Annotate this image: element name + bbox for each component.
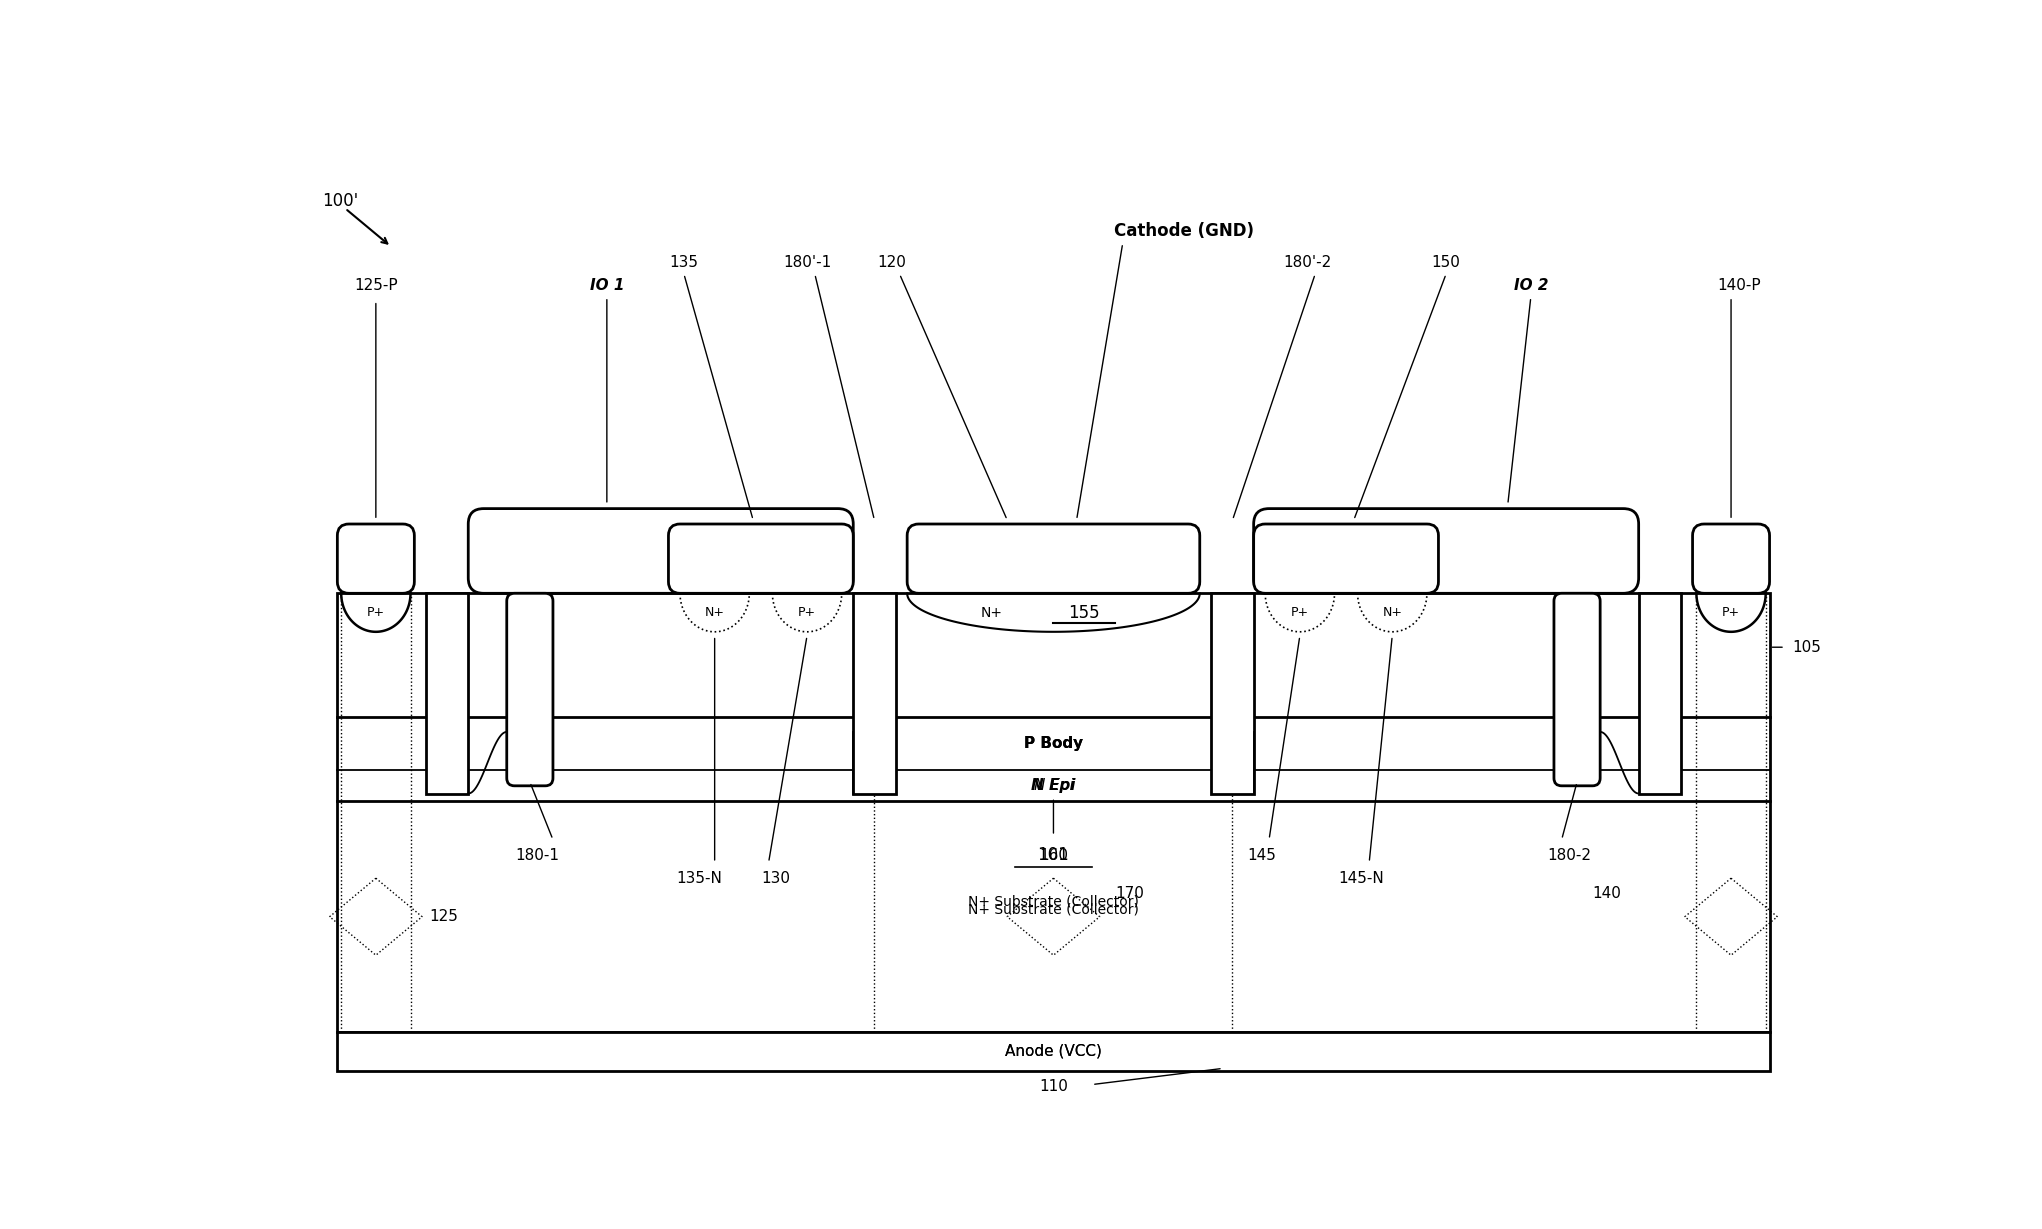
- Text: 155: 155: [1068, 603, 1101, 622]
- Text: 130: 130: [762, 870, 790, 886]
- Bar: [1211, 594, 1254, 794]
- Bar: [854, 594, 896, 794]
- Text: P+: P+: [1721, 606, 1740, 619]
- Text: 110: 110: [1039, 1079, 1068, 1094]
- Text: IO 2: IO 2: [1513, 278, 1548, 293]
- FancyBboxPatch shape: [1693, 524, 1770, 594]
- Text: 180'-1: 180'-1: [782, 254, 831, 269]
- FancyBboxPatch shape: [668, 524, 854, 594]
- Text: N+: N+: [1382, 606, 1403, 619]
- Text: N Epi: N Epi: [1031, 778, 1076, 793]
- Bar: [337, 594, 1770, 1032]
- Bar: [337, 1032, 1770, 1070]
- FancyBboxPatch shape: [337, 524, 415, 594]
- Text: 140-P: 140-P: [1717, 278, 1760, 293]
- Text: Anode (VCC): Anode (VCC): [1005, 1043, 1103, 1059]
- Text: N+: N+: [980, 606, 1003, 619]
- Text: 125: 125: [429, 909, 459, 924]
- FancyBboxPatch shape: [907, 524, 1201, 594]
- FancyBboxPatch shape: [1254, 509, 1638, 594]
- Text: 145: 145: [1248, 848, 1276, 863]
- Bar: [1638, 594, 1681, 794]
- Text: 180'-2: 180'-2: [1284, 254, 1331, 269]
- Text: 145-N: 145-N: [1340, 870, 1384, 886]
- FancyBboxPatch shape: [506, 594, 553, 785]
- Text: 180-2: 180-2: [1548, 848, 1591, 863]
- Text: N+: N+: [704, 606, 725, 619]
- Text: 120: 120: [878, 254, 907, 269]
- FancyBboxPatch shape: [1254, 524, 1438, 594]
- Text: 135: 135: [670, 254, 698, 269]
- Text: N Epi: N Epi: [1033, 778, 1074, 793]
- Text: 105: 105: [1793, 640, 1821, 655]
- FancyBboxPatch shape: [1554, 594, 1601, 785]
- FancyBboxPatch shape: [468, 509, 854, 594]
- Text: Anode (VCC): Anode (VCC): [1005, 1043, 1103, 1059]
- Text: P+: P+: [1291, 606, 1309, 619]
- Text: N+ Substrate (Collector): N+ Substrate (Collector): [968, 902, 1139, 916]
- Text: 135-N: 135-N: [676, 870, 723, 886]
- Text: IO 1: IO 1: [590, 278, 625, 293]
- Text: 160: 160: [1039, 848, 1068, 863]
- Bar: [427, 594, 468, 794]
- Text: P+: P+: [368, 606, 386, 619]
- Text: 180-1: 180-1: [515, 848, 560, 863]
- Text: 140: 140: [1593, 886, 1621, 901]
- Text: 101: 101: [1037, 846, 1070, 864]
- Text: N+ Substrate (Collector): N+ Substrate (Collector): [968, 895, 1139, 908]
- Text: P+: P+: [798, 606, 817, 619]
- Text: 125-P: 125-P: [353, 278, 398, 293]
- Text: P Body: P Body: [1023, 736, 1082, 751]
- Text: 150: 150: [1431, 254, 1460, 269]
- Text: P Body: P Body: [1023, 736, 1082, 751]
- Text: Cathode (GND): Cathode (GND): [1115, 222, 1254, 241]
- Text: 170: 170: [1115, 886, 1144, 901]
- Text: 100': 100': [323, 192, 357, 210]
